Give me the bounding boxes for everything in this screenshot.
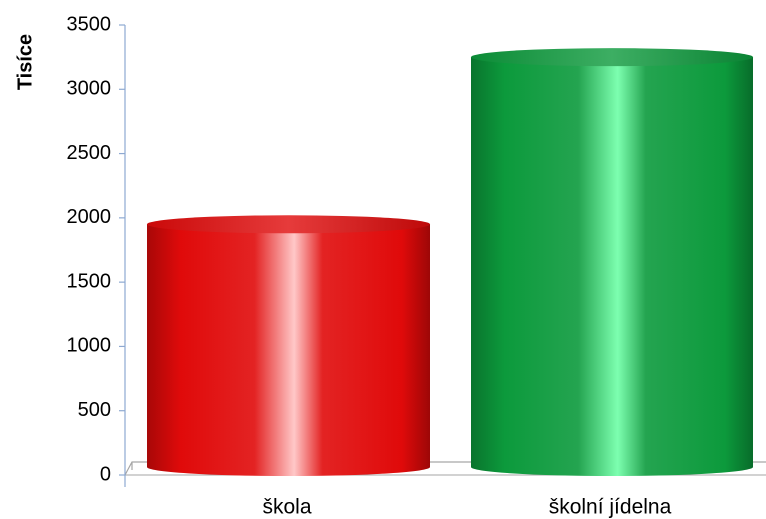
x-category-label: škola — [262, 496, 311, 519]
y-axis-title: Tisíce — [14, 34, 36, 90]
y-axis: 0 500 1000 1500 2000 2500 3000 3500 — [67, 13, 126, 487]
bar-top — [471, 48, 753, 67]
x-axis-labels: škola školní jídelna — [262, 496, 671, 519]
y-tick-label: 3000 — [67, 78, 112, 100]
bar-series — [147, 48, 753, 477]
bar-body — [147, 224, 430, 476]
x-category-label: školní jídelna — [549, 496, 672, 519]
y-tick-label: 500 — [78, 399, 111, 421]
bar-1 — [147, 215, 430, 476]
y-tick-label: 3500 — [67, 13, 112, 35]
bar-body — [471, 57, 753, 477]
y-tick-label: 2500 — [67, 142, 112, 164]
y-tick-label: 0 — [100, 463, 111, 485]
bar-top — [147, 215, 430, 234]
bar-2 — [471, 48, 753, 477]
y-tick-label: 1500 — [67, 270, 112, 292]
y-tick-label: 1000 — [67, 335, 112, 357]
y-tick-label: 2000 — [67, 206, 112, 228]
